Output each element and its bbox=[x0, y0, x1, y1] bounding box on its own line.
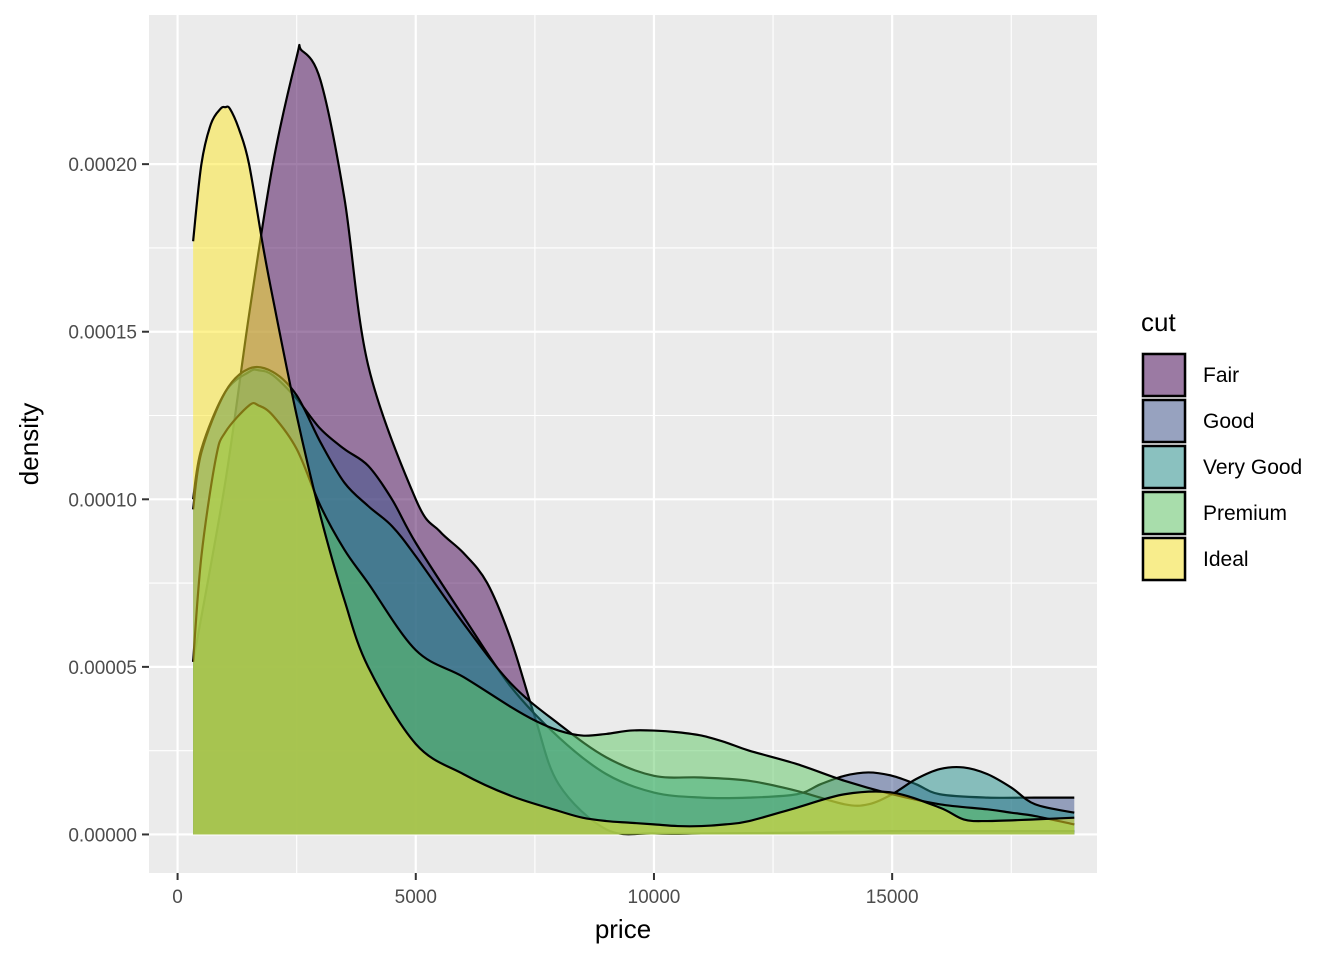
density-line-ideal bbox=[192, 105, 1075, 828]
y-axis: 0.00000 0.00005 0.00010 0.00015 0.00020 bbox=[68, 155, 149, 846]
legend-label-very-good: Very Good bbox=[1203, 456, 1302, 479]
legend: cut Fair Good Very Good Premium Ideal bbox=[1141, 307, 1302, 582]
density-area-ideal bbox=[193, 106, 1075, 835]
density-area-premium bbox=[193, 403, 1075, 835]
legend-label-fair: Fair bbox=[1203, 364, 1239, 387]
legend-label-good: Good bbox=[1203, 410, 1254, 433]
y-axis-title: density bbox=[14, 403, 44, 485]
x-tick-label: 5000 bbox=[395, 887, 437, 908]
legend-item-good: Good bbox=[1141, 398, 1254, 444]
legend-swatch-good bbox=[1141, 398, 1187, 444]
y-tick-label: 0.00000 bbox=[68, 825, 137, 846]
x-axis: 0 5000 10000 15000 bbox=[172, 873, 919, 908]
legend-title: cut bbox=[1141, 307, 1176, 337]
legend-item-ideal: Ideal bbox=[1141, 536, 1249, 582]
x-tick-label: 0 bbox=[172, 887, 183, 908]
legend-swatch-ideal bbox=[1141, 536, 1187, 582]
legend-item-very-good: Very Good bbox=[1141, 444, 1302, 490]
series-layer bbox=[192, 43, 1075, 836]
legend-label-premium: Premium bbox=[1203, 502, 1287, 525]
legend-item-fair: Fair bbox=[1141, 352, 1239, 398]
y-tick-label: 0.00015 bbox=[68, 323, 137, 344]
legend-swatch-very-good bbox=[1141, 444, 1187, 490]
legend-item-premium: Premium bbox=[1141, 490, 1287, 536]
x-tick-label: 15000 bbox=[866, 887, 919, 908]
y-tick-label: 0.00005 bbox=[68, 658, 137, 679]
y-tick-label: 0.00020 bbox=[68, 155, 137, 176]
y-tick-label: 0.00010 bbox=[68, 490, 137, 511]
x-tick-label: 10000 bbox=[628, 887, 681, 908]
legend-swatch-premium bbox=[1141, 490, 1187, 536]
x-axis-title: price bbox=[595, 914, 651, 944]
legend-swatch-fair bbox=[1141, 352, 1187, 398]
legend-label-ideal: Ideal bbox=[1203, 548, 1249, 571]
